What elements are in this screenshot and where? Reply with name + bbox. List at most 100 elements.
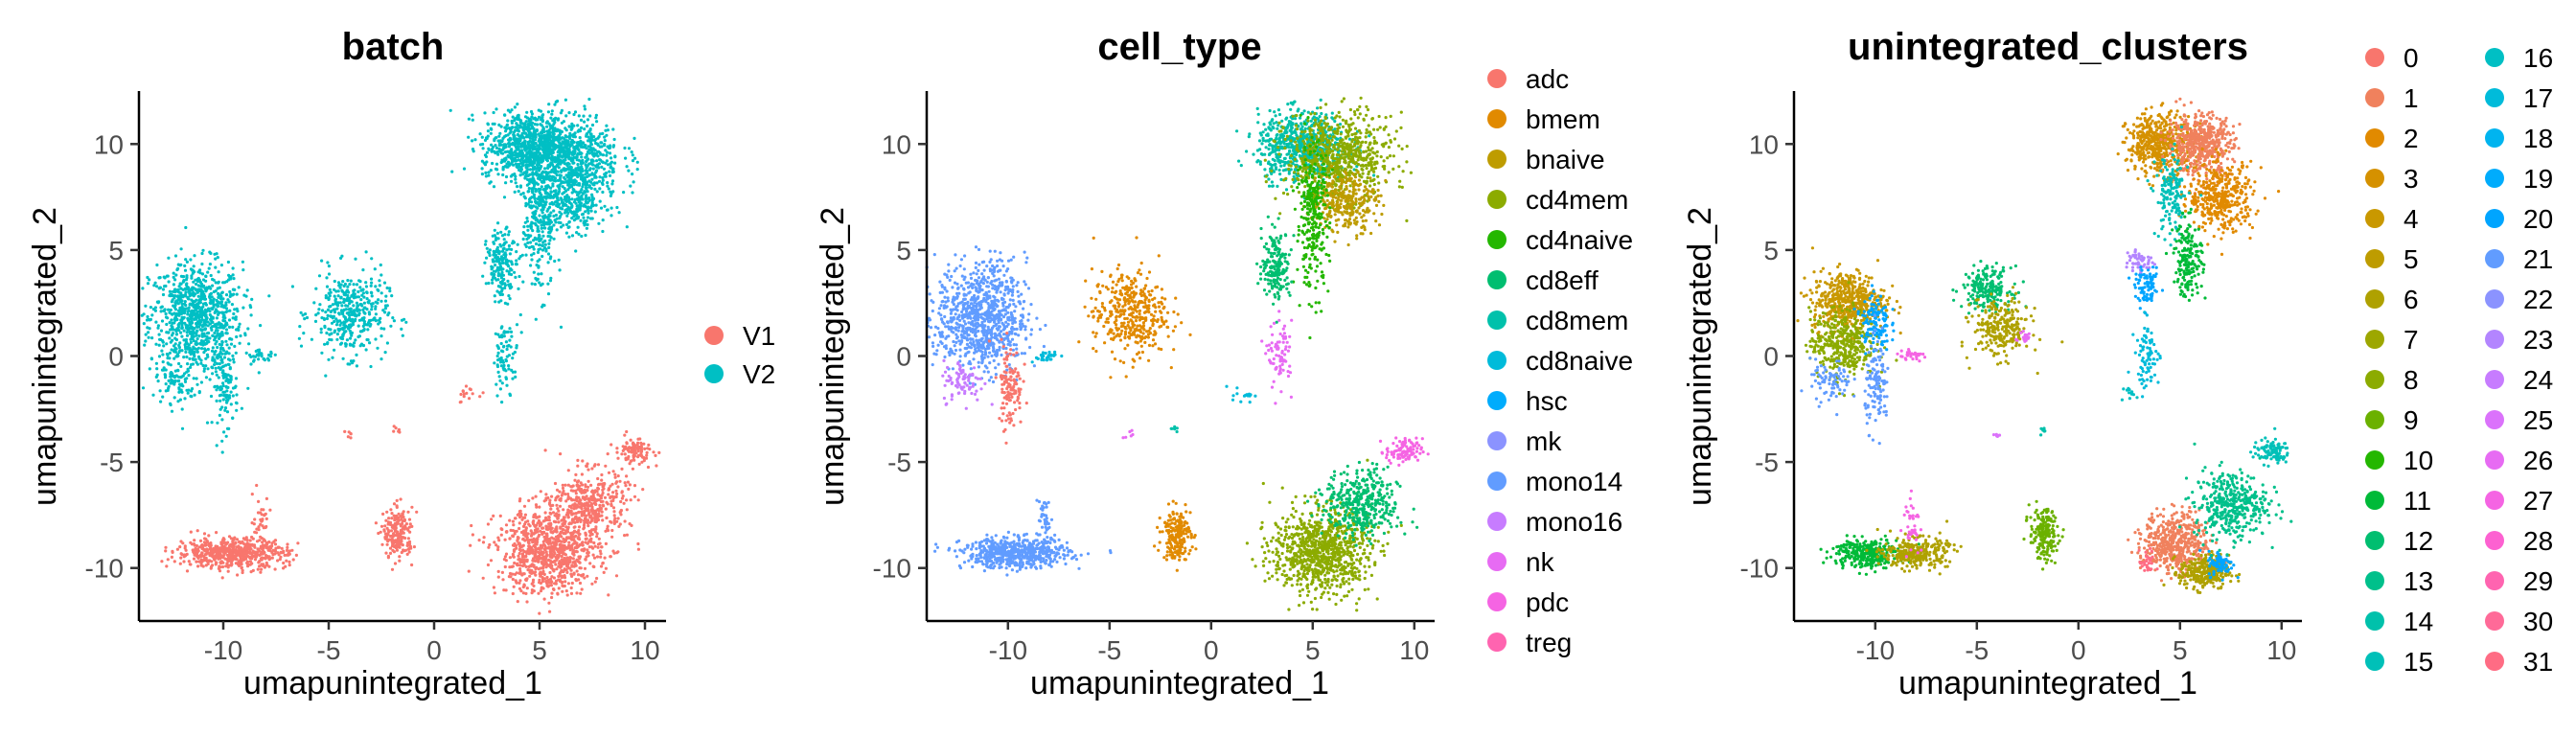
scatter-point	[341, 280, 345, 284]
scatter-point	[602, 167, 607, 171]
scatter-point	[193, 357, 196, 361]
scatter-point	[534, 317, 538, 321]
scatter-point	[561, 185, 564, 189]
scatter-point	[242, 556, 245, 560]
scatter-point	[170, 409, 174, 413]
scatter-point	[541, 219, 546, 223]
scatter-point	[217, 292, 220, 297]
scatter-point	[584, 233, 587, 238]
scatter-point	[380, 524, 384, 528]
scatter-point	[567, 111, 571, 115]
scatter-point	[182, 329, 186, 333]
scatter-point	[228, 336, 232, 340]
scatter-point	[170, 334, 174, 337]
scatter-point	[577, 114, 581, 118]
scatter-point	[518, 184, 523, 188]
cluster-0	[140, 225, 271, 430]
scatter-point	[169, 308, 172, 312]
scatter-point	[229, 342, 234, 346]
scatter-point	[503, 555, 508, 559]
scatter-point	[352, 289, 356, 293]
scatter-point	[226, 560, 230, 564]
scatter-point	[224, 384, 228, 389]
scatter-point	[208, 378, 212, 381]
scatter-point	[498, 149, 502, 152]
scatter-point	[500, 381, 504, 385]
scatter-point	[172, 271, 175, 275]
scatter-point	[499, 276, 504, 280]
scatter-point	[595, 555, 600, 559]
scatter-point	[161, 395, 165, 399]
scatter-point	[388, 546, 393, 550]
scatter-point	[352, 283, 356, 287]
scatter-point	[222, 430, 226, 434]
scatter-point	[331, 303, 334, 307]
scatter-point	[219, 326, 223, 330]
scatter-point	[369, 302, 374, 306]
scatter-point	[178, 545, 182, 549]
scatter-point	[543, 226, 547, 230]
scatter-point	[262, 356, 265, 361]
scatter-point	[161, 292, 166, 297]
scatter-point	[550, 109, 554, 113]
scatter-point	[612, 137, 616, 142]
scatter-point	[161, 353, 165, 356]
scatter-point	[538, 233, 541, 237]
scatter-point	[183, 380, 188, 383]
scatter-point	[317, 308, 321, 311]
scatter-point	[529, 200, 534, 204]
scatter-point	[588, 114, 592, 118]
scatter-point	[496, 172, 500, 176]
scatter-point	[500, 140, 504, 144]
scatter-point	[507, 284, 512, 288]
scatter-point	[549, 255, 553, 259]
scatter-point	[513, 105, 518, 109]
scatter-point	[227, 535, 232, 539]
scatter-point	[348, 343, 353, 347]
scatter-point	[495, 394, 499, 398]
scatter-point	[362, 301, 366, 305]
scatter-point	[223, 408, 227, 412]
scatter-point	[335, 307, 339, 310]
scatter-point	[162, 344, 166, 348]
scatter-point	[169, 375, 172, 379]
scatter-point	[183, 302, 187, 306]
scatter-point	[208, 312, 212, 317]
scatter-point	[256, 353, 260, 356]
scatter-point	[243, 334, 247, 337]
scatter-point	[204, 376, 208, 380]
scatter-point	[507, 230, 511, 234]
scatter-point	[605, 171, 609, 175]
scatter-point	[256, 567, 260, 571]
scatter-point	[505, 165, 509, 169]
scatter-point	[587, 162, 591, 166]
scatter-point	[507, 354, 512, 357]
scatter-point	[522, 142, 527, 146]
scatter-point	[531, 176, 535, 180]
scatter-point	[486, 129, 490, 133]
scatter-point	[166, 361, 170, 365]
scatter-point	[216, 552, 219, 556]
scatter-point	[185, 260, 189, 264]
scatter-point	[181, 541, 185, 545]
scatter-point	[488, 248, 492, 252]
scatter-point	[609, 162, 612, 166]
scatter-point	[181, 280, 185, 284]
scatter-point	[504, 340, 509, 344]
scatter-point	[566, 211, 570, 215]
scatter-point	[534, 223, 538, 227]
scatter-point	[356, 313, 360, 317]
scatter-point	[313, 319, 318, 323]
scatter-point	[540, 226, 543, 230]
scatter-point	[141, 287, 145, 290]
scatter-point	[611, 168, 615, 172]
scatter-point	[499, 151, 503, 155]
scatter-point	[630, 150, 633, 154]
scatter-point	[574, 209, 579, 214]
scatter-point	[193, 539, 196, 542]
scatter-point	[525, 110, 529, 114]
scatter-point	[369, 284, 373, 288]
scatter-point	[537, 115, 541, 119]
scatter-point	[203, 543, 207, 547]
scatter-point	[521, 530, 525, 534]
